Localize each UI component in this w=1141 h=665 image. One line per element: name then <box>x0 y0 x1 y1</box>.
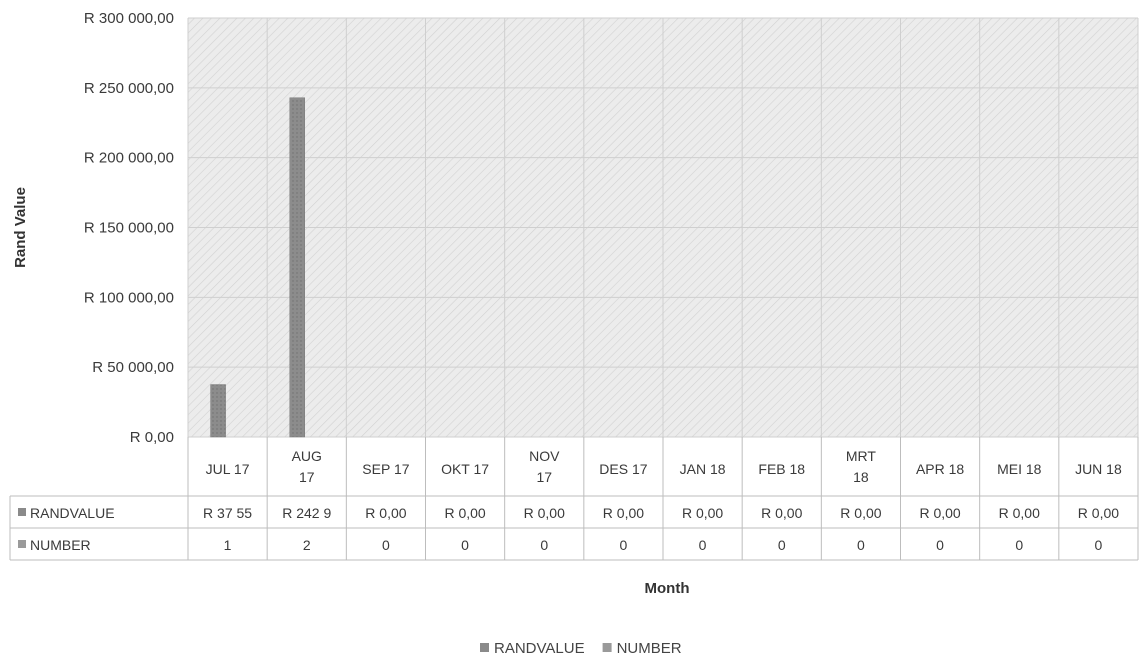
data-table-cell: 0 <box>461 537 469 553</box>
y-tick-label: R 100 000,00 <box>84 289 174 306</box>
y-tick-label: R 150 000,00 <box>84 220 174 237</box>
bars <box>210 97 305 438</box>
x-tick-label: JUL 17 <box>206 461 250 477</box>
legend: RANDVALUE NUMBER <box>480 640 682 657</box>
data-table-cell: 2 <box>303 537 311 553</box>
data-table-cell: R 0,00 <box>840 505 881 521</box>
x-tick-label: JUN 18 <box>1075 461 1122 477</box>
x-axis-label: Month <box>645 580 690 597</box>
data-table-cell: R 0,00 <box>444 505 485 521</box>
data-table-cell: 0 <box>620 537 628 553</box>
series-row-label: RANDVALUE <box>30 505 115 521</box>
x-tick-label: DES 17 <box>599 461 647 477</box>
legend-entry: NUMBER <box>617 640 682 657</box>
y-tick-label: R 300 000,00 <box>84 10 174 27</box>
x-tick-label: MEI 18 <box>997 461 1042 477</box>
y-axis: R 0,00 R 50 000,00 R 100 000,00 R 150 000,0… <box>84 10 174 446</box>
x-tick-label: MRT <box>846 448 877 464</box>
data-table-cell: R 0,00 <box>524 505 565 521</box>
series-row-label: NUMBER <box>30 537 91 553</box>
data-table-cell: 0 <box>1015 537 1023 553</box>
gridlines <box>187 17 1139 438</box>
x-tick-label: FEB 18 <box>758 461 805 477</box>
data-table-cell: R 242 9 <box>282 505 331 521</box>
bar-randvalue <box>210 384 226 438</box>
x-tick-label: AUG <box>292 448 322 464</box>
data-table-cell: 0 <box>699 537 707 553</box>
data-table-cell: 0 <box>382 537 390 553</box>
data-table-cell: R 0,00 <box>365 505 406 521</box>
y-tick-label: R 0,00 <box>130 429 174 446</box>
data-table: JUL 17 AUG 17 SEP 17 OKT 17 NOV 17 DES 17 JAN 18… <box>9 437 1139 561</box>
x-tick-label: SEP 17 <box>362 461 409 477</box>
data-table-cell: R 37 55 <box>203 505 252 521</box>
y-tick-label: R 200 000,00 <box>84 150 174 167</box>
data-table-cell: R 0,00 <box>682 505 723 521</box>
series-key-randvalue <box>18 508 26 516</box>
data-table-cell: R 0,00 <box>761 505 802 521</box>
legend-swatch-randvalue <box>480 643 489 652</box>
data-table-cell: 0 <box>936 537 944 553</box>
bar-randvalue <box>289 97 305 438</box>
data-table-cell: R 0,00 <box>603 505 644 521</box>
legend-swatch-number <box>602 643 612 652</box>
x-tick-label: JAN 18 <box>680 461 726 477</box>
data-table-cell: R 0,00 <box>919 505 960 521</box>
series-key-number <box>18 540 26 548</box>
x-tick-label: 17 <box>299 469 315 485</box>
x-tick-label: OKT 17 <box>441 461 489 477</box>
legend-entry: RANDVALUE <box>494 640 585 657</box>
x-tick-label: 18 <box>853 469 869 485</box>
y-tick-label: R 50 000,00 <box>92 359 174 376</box>
data-table-cell: R 0,00 <box>1078 505 1119 521</box>
x-tick-label: APR 18 <box>916 461 964 477</box>
data-table-cell: 1 <box>224 537 232 553</box>
y-tick-label: R 250 000,00 <box>84 80 174 97</box>
x-tick-label: NOV <box>529 448 560 464</box>
data-table-cell: 0 <box>857 537 865 553</box>
data-table-cell: 0 <box>778 537 786 553</box>
data-table-cell: 0 <box>540 537 548 553</box>
data-table-cell: 0 <box>1095 537 1103 553</box>
x-tick-label: 17 <box>536 469 552 485</box>
y-axis-label: Rand Value <box>12 187 29 268</box>
data-table-cell: R 0,00 <box>999 505 1040 521</box>
